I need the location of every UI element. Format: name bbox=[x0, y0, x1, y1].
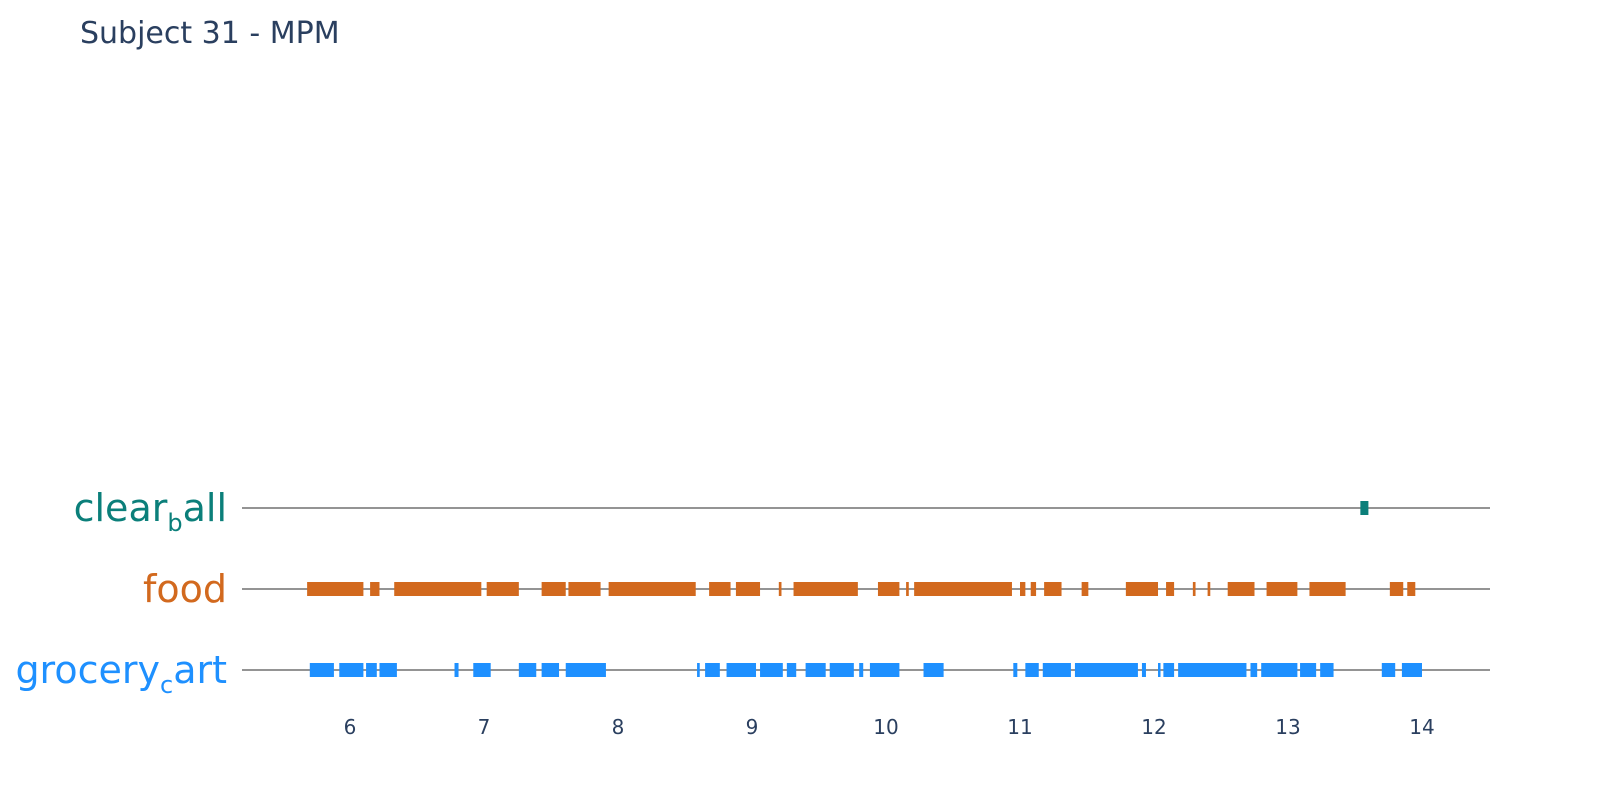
segment-food-11 bbox=[877, 582, 900, 596]
segment-grocery_cart-25 bbox=[1163, 663, 1175, 677]
segment-grocery_cart-1 bbox=[339, 663, 364, 677]
segment-grocery_cart-11 bbox=[726, 663, 757, 677]
segment-grocery_cart-5 bbox=[473, 663, 491, 677]
x-tick-label-11: 11 bbox=[1007, 715, 1032, 739]
x-tick-label-9: 9 bbox=[746, 715, 759, 739]
segment-grocery_cart-26 bbox=[1178, 663, 1247, 677]
segment-food-12 bbox=[906, 582, 909, 596]
x-tick-label-10: 10 bbox=[873, 715, 898, 739]
row-label-food: food bbox=[143, 567, 227, 611]
row-label-clear_ball: clearball bbox=[74, 486, 227, 537]
x-tick-label-8: 8 bbox=[612, 715, 625, 739]
segment-grocery_cart-7 bbox=[541, 663, 560, 677]
segment-grocery_cart-3 bbox=[379, 663, 397, 677]
x-tick-label-14: 14 bbox=[1409, 715, 1434, 739]
segment-food-7 bbox=[709, 582, 731, 596]
segment-food-18 bbox=[1125, 582, 1159, 596]
x-tick-label-6: 6 bbox=[344, 715, 357, 739]
segment-grocery_cart-16 bbox=[859, 663, 864, 677]
segment-grocery_cart-23 bbox=[1141, 663, 1146, 677]
segment-food-16 bbox=[1044, 582, 1062, 596]
segment-grocery_cart-12 bbox=[760, 663, 783, 677]
segment-food-6 bbox=[608, 582, 696, 596]
row-label-grocery_cart: grocerycart bbox=[15, 648, 227, 699]
segment-food-19 bbox=[1166, 582, 1175, 596]
segment-clear_ball-0 bbox=[1360, 501, 1369, 515]
segment-grocery_cart-21 bbox=[1042, 663, 1071, 677]
segment-grocery_cart-2 bbox=[366, 663, 377, 677]
x-tick-label-13: 13 bbox=[1275, 715, 1300, 739]
segment-grocery_cart-9 bbox=[697, 663, 700, 677]
segment-grocery_cart-22 bbox=[1074, 663, 1138, 677]
segment-food-0 bbox=[307, 582, 364, 596]
segment-food-1 bbox=[370, 582, 380, 596]
segment-food-4 bbox=[541, 582, 566, 596]
segment-food-9 bbox=[778, 582, 782, 596]
segment-food-21 bbox=[1207, 582, 1211, 596]
segment-grocery_cart-27 bbox=[1250, 663, 1258, 677]
x-tick-label-7: 7 bbox=[478, 715, 491, 739]
x-tick-label-12: 12 bbox=[1141, 715, 1166, 739]
segment-food-24 bbox=[1309, 582, 1346, 596]
segment-food-22 bbox=[1227, 582, 1255, 596]
segment-grocery_cart-32 bbox=[1401, 663, 1422, 677]
segment-grocery_cart-0 bbox=[309, 663, 334, 677]
segment-food-5 bbox=[568, 582, 601, 596]
segment-grocery_cart-13 bbox=[786, 663, 797, 677]
segment-food-3 bbox=[486, 582, 519, 596]
segment-food-17 bbox=[1081, 582, 1089, 596]
segment-food-15 bbox=[1030, 582, 1037, 596]
segment-grocery_cart-4 bbox=[454, 663, 459, 677]
segment-grocery_cart-6 bbox=[518, 663, 537, 677]
segment-grocery_cart-30 bbox=[1320, 663, 1334, 677]
segment-grocery_cart-19 bbox=[1013, 663, 1018, 677]
segment-food-14 bbox=[1020, 582, 1026, 596]
segment-food-20 bbox=[1192, 582, 1196, 596]
segment-food-10 bbox=[793, 582, 858, 596]
segment-grocery_cart-18 bbox=[923, 663, 944, 677]
segment-grocery_cart-24 bbox=[1158, 663, 1161, 677]
segment-food-25 bbox=[1389, 582, 1404, 596]
segment-grocery_cart-8 bbox=[565, 663, 606, 677]
segment-food-2 bbox=[394, 582, 482, 596]
segment-grocery_cart-10 bbox=[705, 663, 720, 677]
segment-grocery_cart-28 bbox=[1261, 663, 1298, 677]
chart-title: Subject 31 - MPM bbox=[80, 16, 340, 51]
segment-grocery_cart-29 bbox=[1300, 663, 1317, 677]
segment-food-23 bbox=[1266, 582, 1298, 596]
segment-grocery_cart-31 bbox=[1381, 663, 1396, 677]
segment-food-8 bbox=[735, 582, 761, 596]
segment-grocery_cart-20 bbox=[1025, 663, 1039, 677]
segment-grocery_cart-14 bbox=[805, 663, 826, 677]
segment-food-13 bbox=[914, 582, 1012, 596]
segment-food-26 bbox=[1407, 582, 1416, 596]
segment-grocery_cart-17 bbox=[869, 663, 900, 677]
segment-grocery_cart-15 bbox=[829, 663, 854, 677]
